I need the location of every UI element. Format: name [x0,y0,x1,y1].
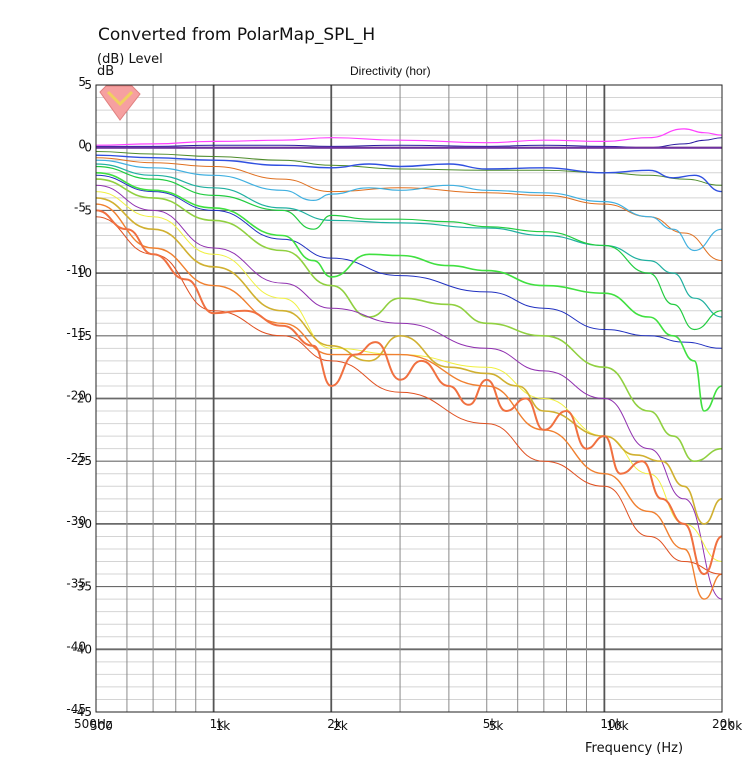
y-tick-label: -20 [66,389,86,403]
series-line-3 [95,151,723,186]
x-tick-label: 1k [216,719,231,733]
y-tick-label: -45 [72,705,92,719]
series-line-17 [95,209,723,576]
series-line-6 [95,159,723,252]
y-tick-label: -45 [66,702,86,716]
chart-subtitle: Directivity (hor) [350,64,431,78]
y-tick-label: 0 [78,138,86,152]
x-tick-label: 2k [327,717,342,731]
y-axis-label: (dB) Level [97,52,163,67]
series-layer [95,128,723,600]
x-tick-label: 10k [600,717,622,731]
series-line-10 [95,172,723,412]
plot-frame [95,84,723,713]
y-tick-label: -35 [66,577,86,591]
y-tick-labels: 55 00 -5-5 -10-10 -15-15 -20-20 -25-25 -30-30 -3… [66,75,92,719]
y-tick-label: -5 [80,203,92,217]
y-tick-label: -15 [72,329,92,343]
series-line-9 [95,174,723,349]
y-tick-label: -15 [66,326,86,340]
series-line-8 [95,165,723,331]
series-line-11 [95,178,723,462]
series-line-4 [95,154,723,193]
logo-marker-icon [99,85,141,121]
y-axis-unit: dB [97,64,114,79]
series-line-16 [95,216,723,575]
x-tick-label: 500 [90,719,113,733]
chart-title: Converted from PolarMap_SPL_H [98,25,375,45]
series-line-7 [95,163,723,318]
x-tick-label: 20k [720,719,742,733]
series-line-12 [95,184,723,600]
series-line-1 [95,137,723,149]
y-tick-label: -30 [72,517,92,531]
y-tick-label: -10 [72,266,92,280]
x-tick-label: 2k [333,719,348,733]
y-tick-label: -5 [74,200,86,214]
x-tick-label: 20k [712,717,734,731]
x-tick-label: 1k [210,717,225,731]
y-tick-label: -25 [66,451,86,465]
x-tick-label: 5k [483,717,498,731]
y-tick-label: -10 [66,263,86,277]
series-line-14 [95,197,723,525]
y-tick-label: -30 [66,514,86,528]
y-tick-label: -40 [72,642,92,656]
x-tick-label: 5k [489,719,504,733]
y-tick-label: 0 [84,141,92,155]
y-tick-label: -35 [72,580,92,594]
y-tick-label: 5 [84,78,92,92]
series-line-0 [95,128,723,146]
y-tick-label: 5 [78,75,86,89]
x-tick-label: 10k [606,719,628,733]
y-tick-label: -40 [66,639,86,653]
x-tick-label: 500Hz [74,717,112,731]
x-axis-label: Frequency (Hz) [585,741,683,756]
y-tick-label: -20 [72,392,92,406]
y-tick-label: -25 [72,454,92,468]
